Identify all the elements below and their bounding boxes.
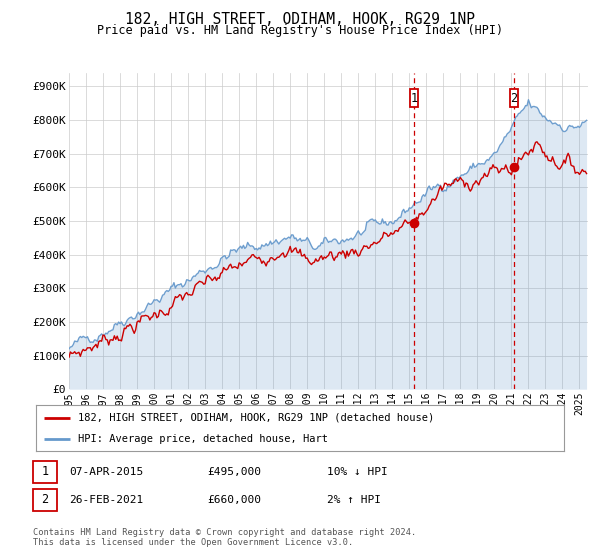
Text: Contains HM Land Registry data © Crown copyright and database right 2024.
This d: Contains HM Land Registry data © Crown c… [33, 528, 416, 547]
Text: £495,000: £495,000 [207, 466, 261, 477]
Text: 2% ↑ HPI: 2% ↑ HPI [327, 494, 381, 505]
Text: 2: 2 [41, 493, 49, 506]
Text: 1: 1 [41, 465, 49, 478]
FancyBboxPatch shape [410, 89, 418, 107]
Text: 10% ↓ HPI: 10% ↓ HPI [327, 466, 388, 477]
Text: £660,000: £660,000 [207, 494, 261, 505]
Text: 07-APR-2015: 07-APR-2015 [69, 466, 143, 477]
FancyBboxPatch shape [510, 89, 518, 107]
Text: 182, HIGH STREET, ODIHAM, HOOK, RG29 1NP (detached house): 182, HIGH STREET, ODIHAM, HOOK, RG29 1NP… [78, 413, 434, 423]
Text: Price paid vs. HM Land Registry's House Price Index (HPI): Price paid vs. HM Land Registry's House … [97, 24, 503, 37]
Text: HPI: Average price, detached house, Hart: HPI: Average price, detached house, Hart [78, 435, 328, 444]
Text: 2: 2 [511, 91, 518, 105]
Text: 26-FEB-2021: 26-FEB-2021 [69, 494, 143, 505]
Text: 1: 1 [410, 91, 418, 105]
Text: 182, HIGH STREET, ODIHAM, HOOK, RG29 1NP: 182, HIGH STREET, ODIHAM, HOOK, RG29 1NP [125, 12, 475, 27]
